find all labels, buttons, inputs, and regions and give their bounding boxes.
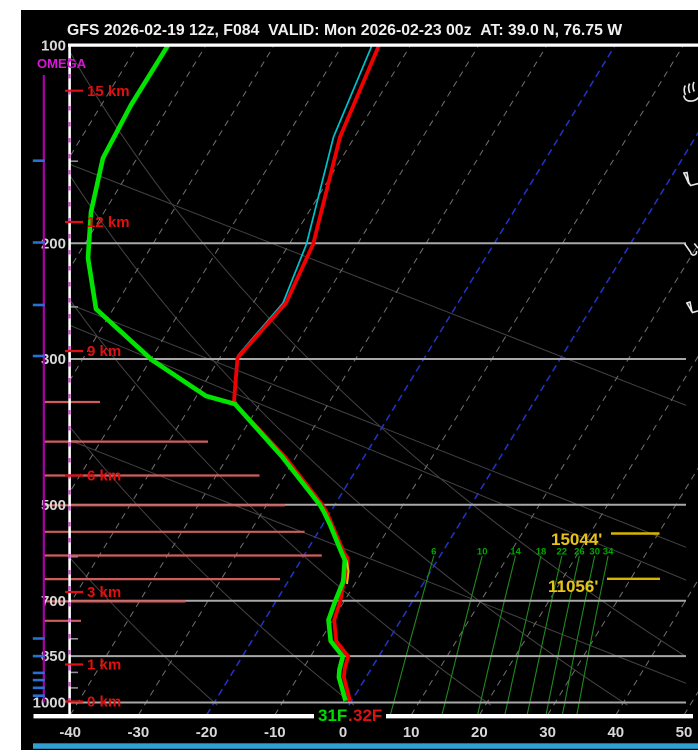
- svg-text:32F: 32F: [353, 706, 382, 725]
- svg-text:.: .: [348, 706, 353, 725]
- svg-text:11056': 11056': [548, 577, 598, 596]
- svg-text:6 km: 6 km: [87, 468, 121, 485]
- svg-text:31F: 31F: [318, 706, 347, 725]
- svg-text:3 km: 3 km: [87, 584, 121, 601]
- svg-text:15044': 15044': [551, 530, 602, 549]
- svg-text:0 km: 0 km: [87, 694, 121, 711]
- svg-text:1 km: 1 km: [87, 657, 121, 674]
- svg-text:OMEGA: OMEGA: [37, 56, 87, 71]
- svg-text:12 km: 12 km: [87, 214, 130, 231]
- svg-text:22: 22: [557, 547, 568, 558]
- svg-text:18: 18: [536, 547, 547, 558]
- svg-text:200: 200: [41, 236, 66, 253]
- svg-text:1000: 1000: [33, 695, 66, 712]
- svg-text:14: 14: [510, 547, 521, 558]
- svg-text:-30: -30: [128, 724, 150, 741]
- svg-text:100: 100: [41, 38, 66, 55]
- svg-text:40: 40: [607, 724, 624, 741]
- svg-text:26: 26: [574, 547, 585, 558]
- svg-text:10: 10: [403, 724, 420, 741]
- svg-text:300: 300: [41, 351, 66, 368]
- svg-text:-20: -20: [196, 724, 218, 741]
- svg-text:15 km: 15 km: [87, 83, 130, 100]
- svg-text:10: 10: [477, 547, 488, 558]
- svg-text:-10: -10: [264, 724, 286, 741]
- svg-text:9 km: 9 km: [87, 343, 121, 360]
- svg-text:GFS 2026-02-19 12z, F084 VALI: GFS 2026-02-19 12z, F084 VALID: Mon 2026…: [67, 22, 622, 39]
- svg-text:850: 850: [41, 648, 66, 665]
- svg-text:500: 500: [41, 497, 66, 514]
- svg-text:34: 34: [603, 547, 614, 558]
- svg-text:20: 20: [471, 724, 488, 741]
- svg-text:-40: -40: [59, 724, 81, 741]
- svg-text:50: 50: [676, 724, 693, 741]
- svg-text:30: 30: [589, 547, 600, 558]
- svg-text:700: 700: [41, 593, 66, 610]
- svg-text:6: 6: [431, 547, 436, 558]
- svg-text:0: 0: [339, 724, 347, 741]
- svg-text:30: 30: [539, 724, 556, 741]
